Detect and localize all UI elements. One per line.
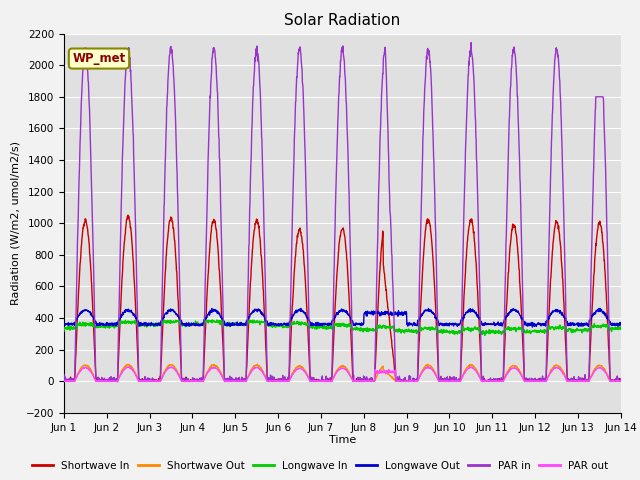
Y-axis label: Radiation (W/m2, umol/m2/s): Radiation (W/m2, umol/m2/s) [10,141,20,305]
Text: WP_met: WP_met [72,52,125,65]
Title: Solar Radiation: Solar Radiation [284,13,401,28]
X-axis label: Time: Time [329,435,356,445]
Legend: Shortwave In, Shortwave Out, Longwave In, Longwave Out, PAR in, PAR out: Shortwave In, Shortwave Out, Longwave In… [28,456,612,475]
